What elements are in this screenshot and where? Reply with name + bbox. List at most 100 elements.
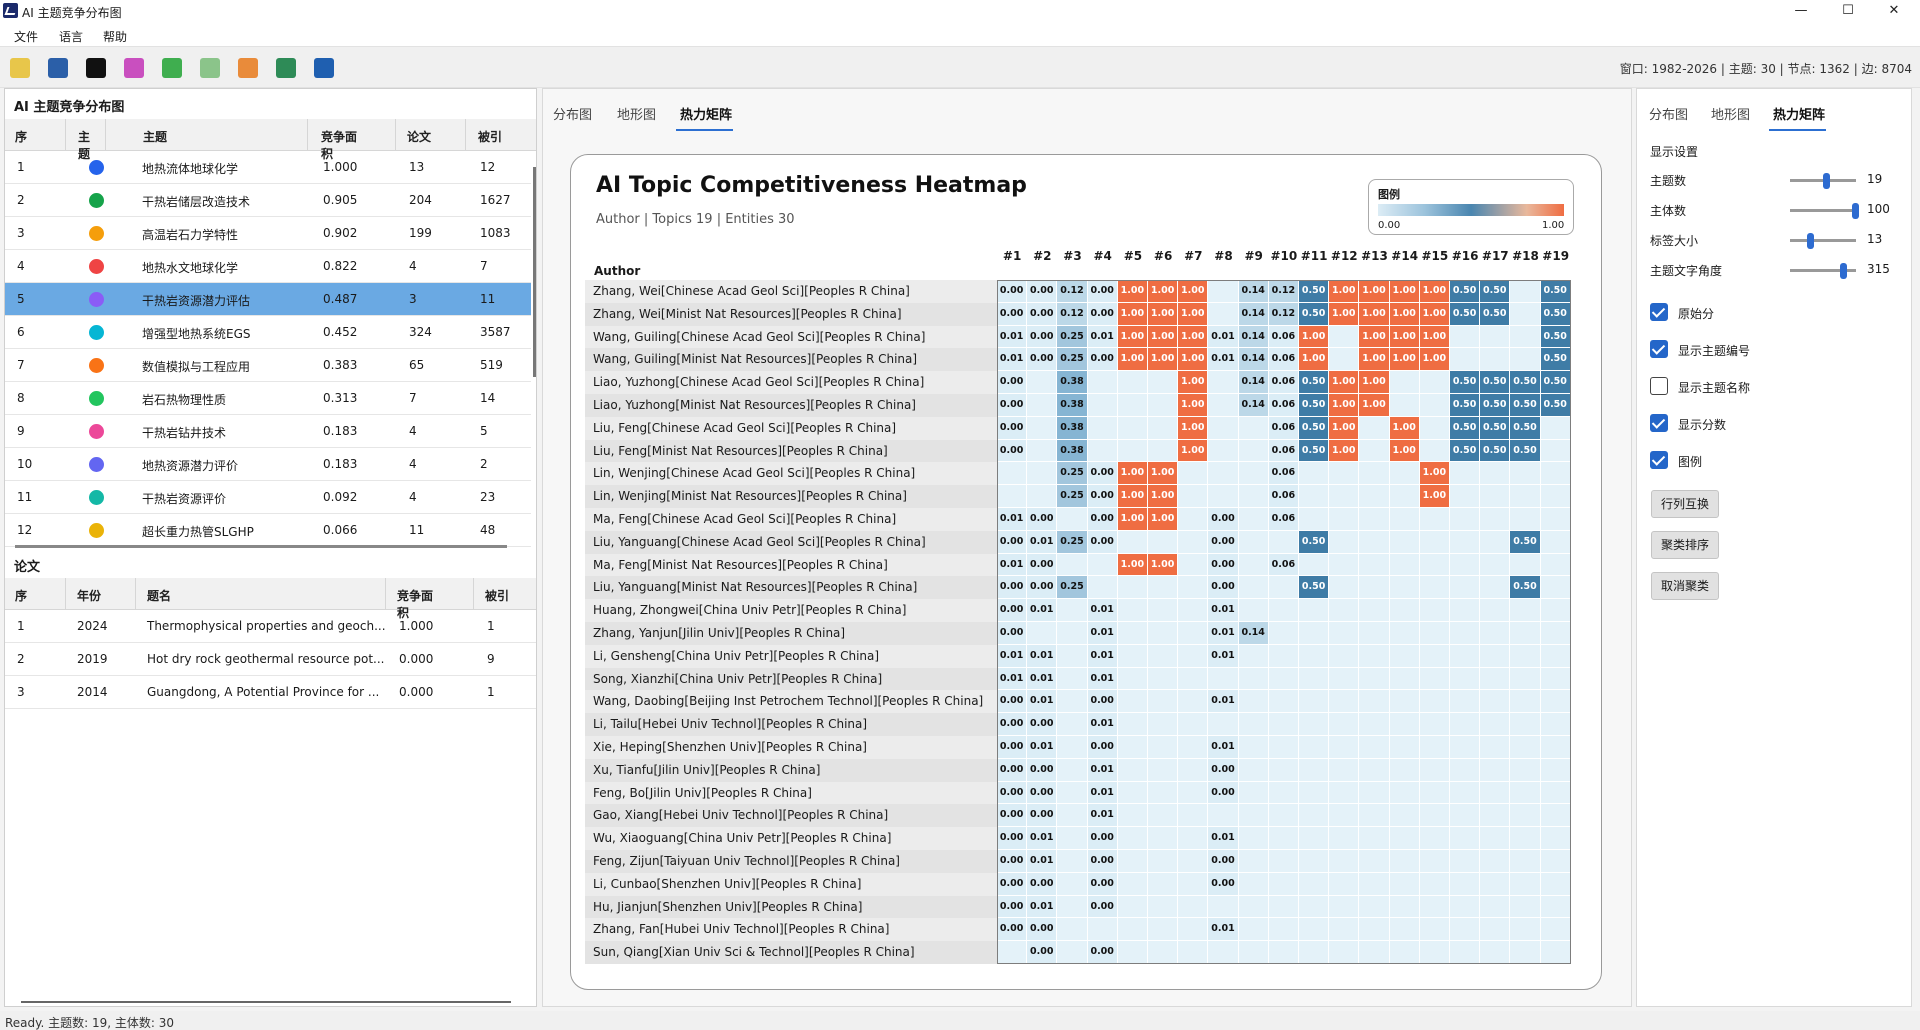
- heatmap-cell[interactable]: [1148, 371, 1179, 394]
- heatmap-cell[interactable]: [1208, 416, 1239, 440]
- heatmap-cell[interactable]: [1329, 508, 1360, 531]
- heatmap-cell[interactable]: [1480, 599, 1511, 622]
- slider-thumb[interactable]: [1839, 263, 1847, 279]
- heatmap-cell[interactable]: 0.01: [1208, 599, 1239, 622]
- heatmap-cell[interactable]: [1238, 667, 1269, 691]
- heatmap-cell[interactable]: [1359, 690, 1390, 714]
- heatmap-cell[interactable]: [1450, 781, 1481, 805]
- heatmap-cell[interactable]: 1.00: [1178, 371, 1209, 394]
- heatmap-cell[interactable]: [1540, 599, 1571, 622]
- heatmap-cell[interactable]: [1450, 485, 1481, 508]
- heatmap-cell[interactable]: 0.01: [1027, 530, 1058, 554]
- heatmap-cell[interactable]: 0.00: [997, 872, 1028, 896]
- heatmap-cell[interactable]: [1389, 462, 1420, 486]
- heatmap-cell[interactable]: [1057, 508, 1088, 531]
- heatmap-cell[interactable]: 1.00: [1117, 348, 1148, 372]
- heatmap-cell[interactable]: [1268, 530, 1299, 554]
- heatmap-cell[interactable]: [1027, 439, 1058, 463]
- heatmap-cell[interactable]: 1.00: [1117, 508, 1148, 531]
- heatmap-cell[interactable]: [1299, 872, 1330, 896]
- heatmap-cell[interactable]: 0.01: [997, 667, 1028, 691]
- heatmap-cell[interactable]: [1359, 667, 1390, 691]
- heatmap-cell[interactable]: [1450, 667, 1481, 691]
- heatmap-cell[interactable]: 1.00: [1329, 394, 1360, 417]
- heatmap-cell[interactable]: [1208, 462, 1239, 486]
- heatmap-cell[interactable]: [1359, 553, 1390, 577]
- heatmap-cell[interactable]: 0.00: [1087, 827, 1118, 850]
- green-square-icon[interactable]: [162, 58, 182, 78]
- heatmap-cell[interactable]: [1238, 850, 1269, 873]
- heatmap-cell[interactable]: [1510, 485, 1541, 508]
- heatmap-cell[interactable]: [1117, 895, 1148, 919]
- heatmap-cell[interactable]: [1329, 667, 1360, 691]
- heatmap-cell[interactable]: [1087, 416, 1118, 440]
- slider-thumb[interactable]: [1806, 233, 1814, 249]
- heatmap-cell[interactable]: 1.00: [1389, 302, 1420, 326]
- heatmap-cell[interactable]: [1480, 508, 1511, 531]
- heatmap-cell[interactable]: [1510, 827, 1541, 850]
- heatmap-cell[interactable]: [1450, 941, 1481, 964]
- heatmap-cell[interactable]: [1238, 758, 1269, 782]
- heatmap-cell[interactable]: 1.00: [1148, 508, 1179, 531]
- heatmap-cell[interactable]: 0.00: [997, 781, 1028, 805]
- heatmap-cell[interactable]: 1.00: [1148, 485, 1179, 508]
- heatmap-cell[interactable]: [1329, 576, 1360, 600]
- heatmap-cell[interactable]: [1148, 622, 1179, 645]
- heatmap-cell[interactable]: 0.00: [1027, 576, 1058, 600]
- heatmap-cell[interactable]: [1329, 781, 1360, 805]
- heatmap-cell[interactable]: 0.25: [1057, 462, 1088, 486]
- heatmap-cell[interactable]: 0.00: [1087, 348, 1118, 372]
- heatmap-cell[interactable]: [1117, 416, 1148, 440]
- heatmap-cell[interactable]: 0.50: [1450, 280, 1481, 303]
- heatmap-cell[interactable]: [1299, 895, 1330, 919]
- heatmap-cell[interactable]: [1148, 827, 1179, 850]
- heatmap-cell[interactable]: [1389, 690, 1420, 714]
- heatmap-cell[interactable]: [1268, 758, 1299, 782]
- heatmap-cell[interactable]: 1.00: [1419, 462, 1450, 486]
- heatmap-cell[interactable]: 0.50: [1299, 302, 1330, 326]
- heatmap-cell[interactable]: 1.00: [1148, 553, 1179, 577]
- heatmap-cell[interactable]: [1389, 758, 1420, 782]
- heatmap-cell[interactable]: [1027, 462, 1058, 486]
- heatmap-cell[interactable]: [1299, 462, 1330, 486]
- heatmap-cell[interactable]: [1419, 804, 1450, 828]
- heatmap-cell[interactable]: 0.01: [1087, 804, 1118, 828]
- heatmap-cell[interactable]: [1329, 918, 1360, 942]
- heatmap-cell[interactable]: [1450, 553, 1481, 577]
- heatmap-cell[interactable]: [1450, 850, 1481, 873]
- heatmap-cell[interactable]: [1117, 690, 1148, 714]
- heatmap-cell[interactable]: [1057, 713, 1088, 736]
- heatmap-cell[interactable]: 0.50: [1510, 576, 1541, 600]
- heatmap-cell[interactable]: 0.01: [1208, 622, 1239, 645]
- heatmap-cell[interactable]: [1178, 599, 1209, 622]
- heatmap-cell[interactable]: [1268, 941, 1299, 964]
- heatmap-cell[interactable]: [1178, 850, 1209, 873]
- heatmap-cell[interactable]: [1359, 508, 1390, 531]
- heatmap-cell[interactable]: [1540, 758, 1571, 782]
- heatmap-cell[interactable]: [1057, 827, 1088, 850]
- heatmap-cell[interactable]: [1178, 781, 1209, 805]
- heatmap-cell[interactable]: [1419, 827, 1450, 850]
- heatmap-cell[interactable]: [1389, 508, 1420, 531]
- heatmap-cell[interactable]: [1450, 348, 1481, 372]
- heatmap-cell[interactable]: 0.00: [1087, 530, 1118, 554]
- heatmap-cell[interactable]: [1540, 690, 1571, 714]
- heatmap-cell[interactable]: [1450, 918, 1481, 942]
- heatmap-cell[interactable]: [1268, 713, 1299, 736]
- heatmap-cell[interactable]: [1268, 667, 1299, 691]
- heatmap-cell[interactable]: [1480, 325, 1511, 349]
- heatmap-cell[interactable]: [1419, 530, 1450, 554]
- heatmap-cell[interactable]: 0.14: [1238, 394, 1269, 417]
- heatmap-cell[interactable]: 1.00: [1359, 302, 1390, 326]
- heatmap-cell[interactable]: [1299, 736, 1330, 759]
- heatmap-cell[interactable]: 1.00: [1178, 325, 1209, 349]
- heatmap-cell[interactable]: [1389, 667, 1420, 691]
- heatmap-cell[interactable]: [1540, 553, 1571, 577]
- heatmap-cell[interactable]: [1480, 690, 1511, 714]
- heatmap-cell[interactable]: [1359, 872, 1390, 896]
- right-tab-terrain[interactable]: 地形图: [1711, 108, 1751, 123]
- heatmap-cell[interactable]: [1389, 599, 1420, 622]
- heatmap-cell[interactable]: [1359, 713, 1390, 736]
- heatmap-cell[interactable]: [1480, 850, 1511, 873]
- heatmap-cell[interactable]: [1359, 781, 1390, 805]
